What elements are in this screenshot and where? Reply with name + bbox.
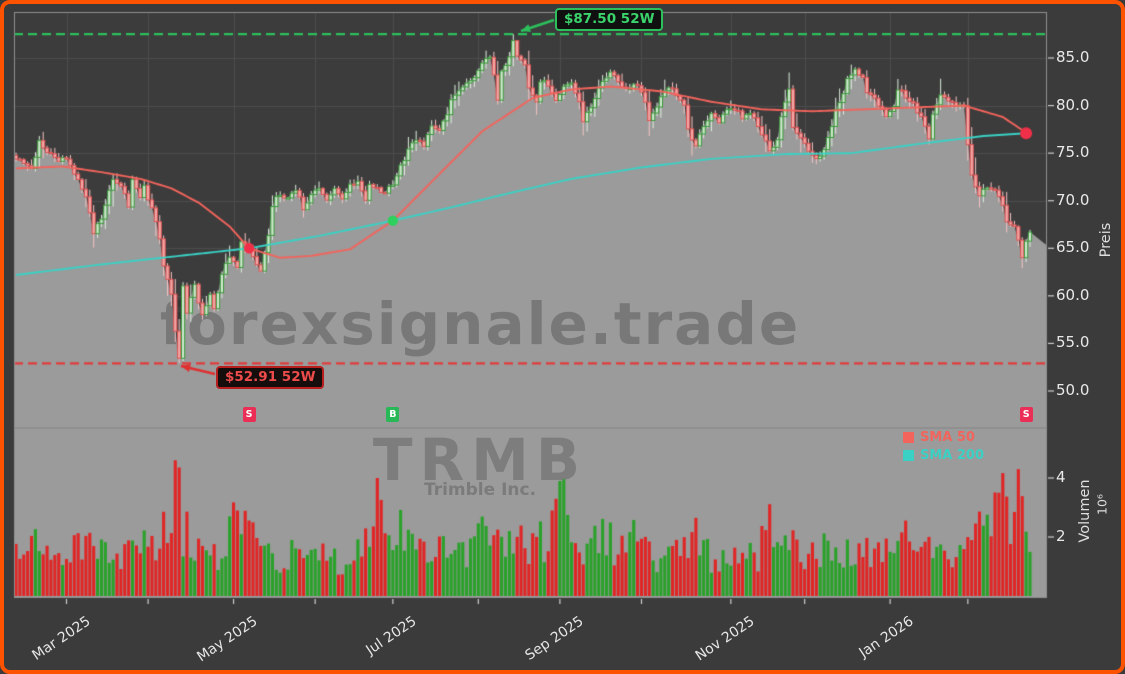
- stock-chart-window: forexsignale.trade TRMB Trimble Inc. $87…: [0, 0, 1125, 674]
- price-volume-chart-canvas[interactable]: [0, 0, 1125, 674]
